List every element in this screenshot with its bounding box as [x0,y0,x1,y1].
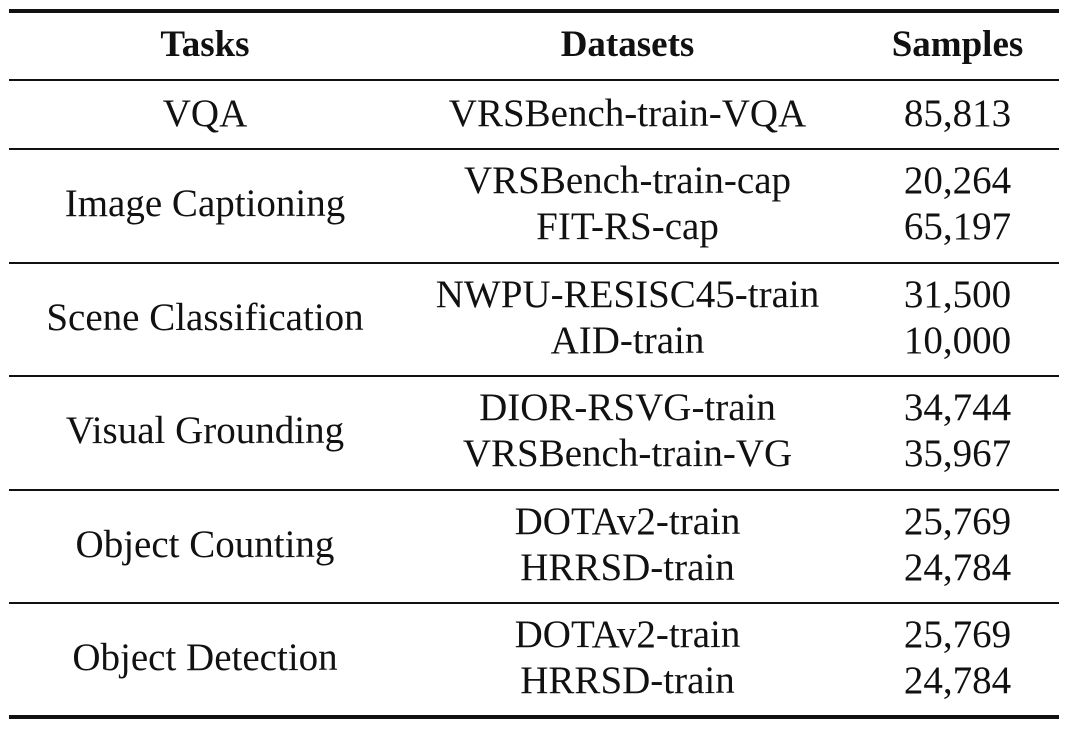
samples-cell: 20,264 [903,159,1012,202]
task-cell: Object Detection [72,636,338,679]
samples-cell: 24,784 [903,659,1012,702]
samples-cell: 65,197 [903,205,1012,248]
samples-cell: 31,500 [903,273,1012,316]
dataset-cell: DOTAv2-train [514,613,741,656]
header-tasks: Tasks [160,24,250,65]
header-samples: Samples [891,24,1024,65]
samples-cell: 24,784 [903,546,1012,589]
samples-cell: 25,769 [903,500,1012,543]
group-rule [9,602,1059,604]
samples-cell: 25,769 [903,613,1012,656]
dataset-cell: HRRSD-train [520,659,735,702]
bottom-rule [9,715,1059,719]
task-cell: Image Captioning [64,182,346,225]
samples-cell: 85,813 [903,92,1012,135]
dataset-cell: VRSBench-train-VQA [448,92,807,135]
dataset-cell: VRSBench-train-VG [462,432,793,475]
header-datasets: Datasets [560,24,695,65]
task-cell: Scene Classification [46,296,364,339]
dataset-cell: DOTAv2-train [514,500,741,543]
dataset-cell: AID-train [550,319,705,362]
task-cell: VQA [162,92,248,135]
group-rule [9,148,1059,150]
samples-cell: 34,744 [903,386,1012,429]
dataset-cell: FIT-RS-cap [536,205,719,248]
dataset-cell: VRSBench-train-cap [463,159,792,202]
group-rule [9,262,1059,264]
task-cell: Visual Grounding [65,409,345,452]
header-rule [9,79,1059,81]
top-rule [9,9,1059,13]
task-cell: Object Counting [75,523,335,566]
dataset-cell: NWPU-RESISC45-train [435,273,820,316]
dataset-cell: HRRSD-train [520,546,735,589]
group-rule [9,489,1059,491]
dataset-cell: DIOR-RSVG-train [479,386,776,429]
samples-cell: 35,967 [903,432,1012,475]
group-rule [9,375,1059,377]
samples-cell: 10,000 [903,319,1012,362]
